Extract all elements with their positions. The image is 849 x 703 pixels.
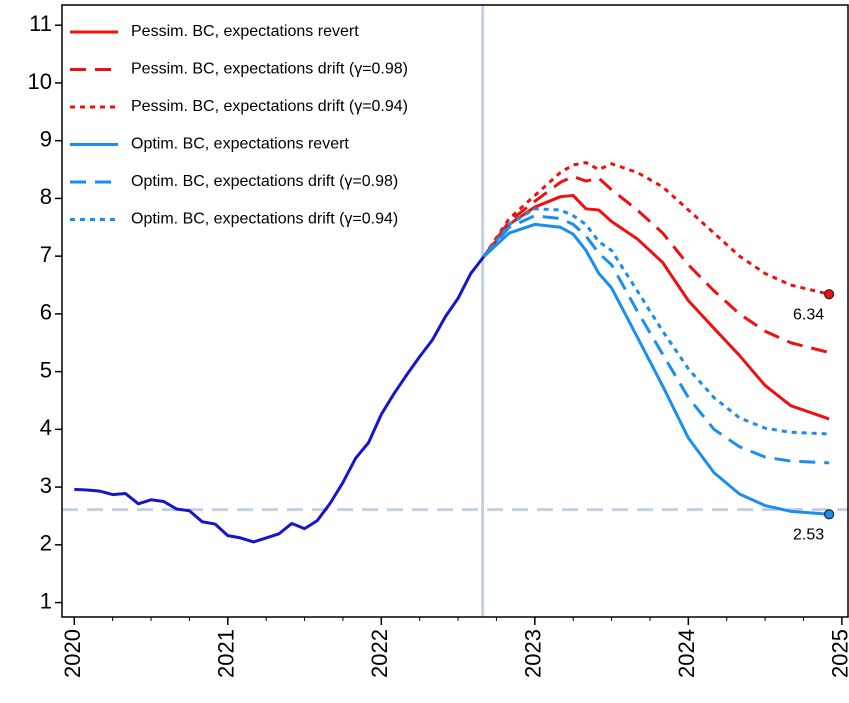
y-tick-label: 4 xyxy=(40,415,52,440)
x-tick-label: 2025 xyxy=(828,629,849,678)
y-tick-label: 7 xyxy=(40,242,52,267)
legend-label: Pessim. BC, expectations revert xyxy=(131,23,359,40)
end-value-label: 2.53 xyxy=(793,526,824,543)
y-tick-label: 9 xyxy=(40,126,52,151)
y-tick-label: 3 xyxy=(40,473,52,498)
y-tick-label: 1 xyxy=(40,588,52,613)
y-tick-label: 2 xyxy=(40,531,52,556)
x-tick-label: 2020 xyxy=(60,629,85,678)
y-tick-label: 11 xyxy=(29,11,52,36)
end-value-label: 6.34 xyxy=(793,306,824,323)
series-line xyxy=(482,174,830,355)
legend-label: Optim. BC, expectations drift (γ=0.98) xyxy=(131,173,398,190)
x-tick-label: 2021 xyxy=(214,629,239,678)
legend-label: Optim. BC, expectations drift (γ=0.94) xyxy=(131,211,398,228)
series-line xyxy=(482,222,830,516)
x-tick-label: 2024 xyxy=(674,629,699,678)
series-line xyxy=(482,194,830,421)
series-line xyxy=(74,255,485,544)
y-tick-label: 5 xyxy=(40,357,52,382)
series-line xyxy=(482,161,830,296)
y-tick-label: 8 xyxy=(40,184,52,209)
series-line xyxy=(482,207,830,436)
y-tick-label: 10 xyxy=(28,69,52,94)
plot-frame xyxy=(61,4,849,618)
x-tick-label: 2023 xyxy=(521,629,546,678)
y-tick-label: 6 xyxy=(40,300,52,325)
legend-label: Pessim. BC, expectations drift (γ=0.94) xyxy=(131,98,408,115)
end-marker xyxy=(824,289,835,300)
legend-label: Pessim. BC, expectations drift (γ=0.98) xyxy=(131,61,408,78)
legend-label: Optim. BC, expectations revert xyxy=(131,136,349,153)
series-line xyxy=(482,214,830,465)
x-tick-label: 2022 xyxy=(367,629,392,678)
end-marker xyxy=(824,509,835,520)
